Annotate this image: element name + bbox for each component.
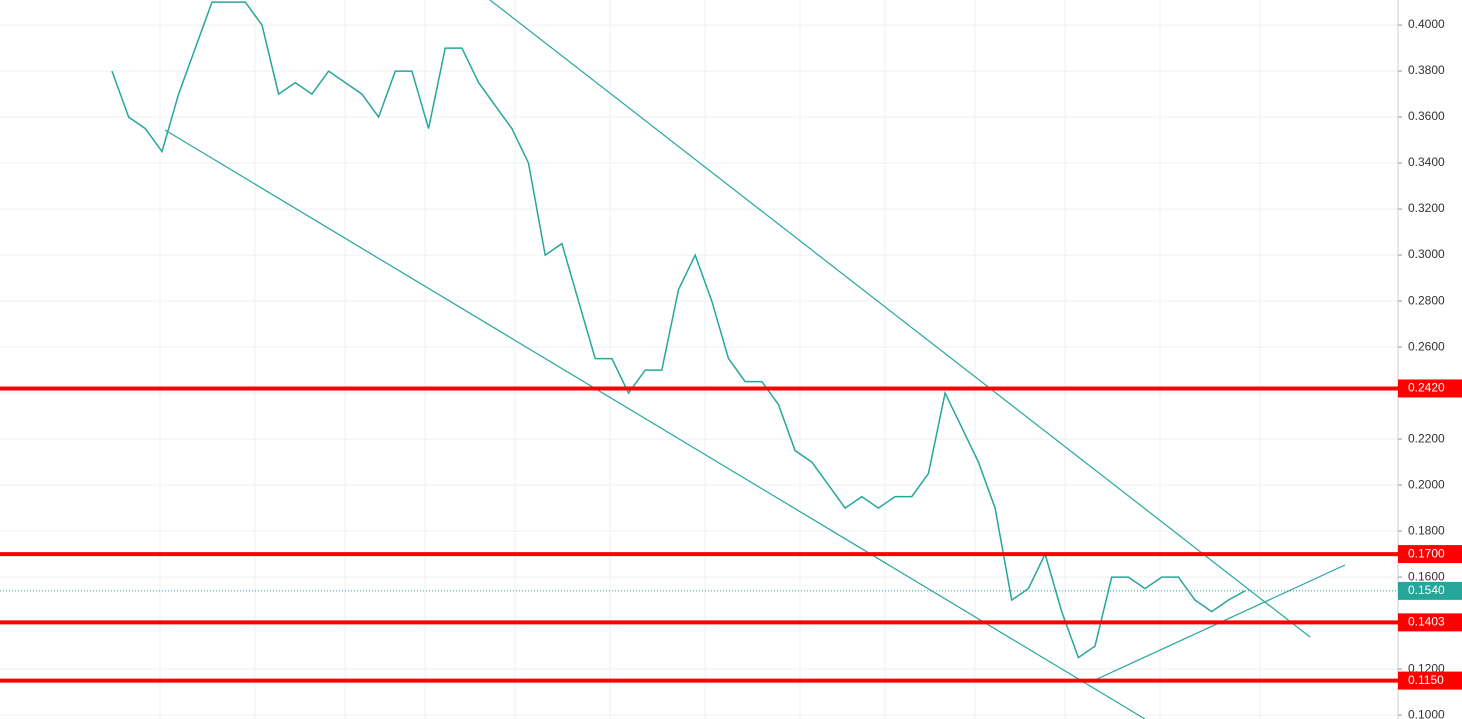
level-label: 0.1150	[1408, 673, 1444, 687]
y-tick-label: 0.1800	[1408, 523, 1445, 537]
y-tick-label: 0.3400	[1408, 155, 1445, 169]
y-tick-label: 0.3200	[1408, 201, 1445, 215]
levels: 0.1540 0.2420 0.1700 0.1403 0.1150	[0, 379, 1462, 690]
last-price-label: 0.1540	[1408, 583, 1445, 597]
y-tick-label: 0.2200	[1408, 431, 1445, 445]
trendline-upper	[489, 0, 1311, 638]
level-label: 0.1403	[1408, 615, 1445, 629]
y-tick-label: 0.2800	[1408, 293, 1445, 307]
trendline-lower	[164, 129, 1146, 719]
y-tick-label: 0.3600	[1408, 109, 1445, 123]
level-label: 0.1700	[1408, 546, 1445, 560]
y-tick-label: 0.3800	[1408, 63, 1445, 77]
level-box	[1398, 545, 1462, 564]
level-label: 0.2420	[1408, 381, 1445, 395]
y-tick-label: 0.1600	[1408, 569, 1445, 583]
y-tick-label: 0.1000	[1408, 707, 1445, 719]
y-tick-label: 0.2600	[1408, 339, 1445, 353]
vertical-grid	[159, 0, 1261, 719]
level-box	[1398, 379, 1462, 398]
price-series	[111, 1, 1246, 659]
y-tick-label: 0.3000	[1408, 247, 1445, 261]
level-box	[1398, 613, 1462, 632]
y-tick-label: 0.2000	[1408, 477, 1445, 491]
trendlines	[164, 0, 1346, 719]
horizontal-grid	[0, 24, 1398, 716]
level-box	[1398, 671, 1462, 690]
y-tick-label: 0.4000	[1408, 17, 1445, 31]
price-line	[111, 1, 1246, 659]
last-price-box	[1398, 581, 1462, 600]
